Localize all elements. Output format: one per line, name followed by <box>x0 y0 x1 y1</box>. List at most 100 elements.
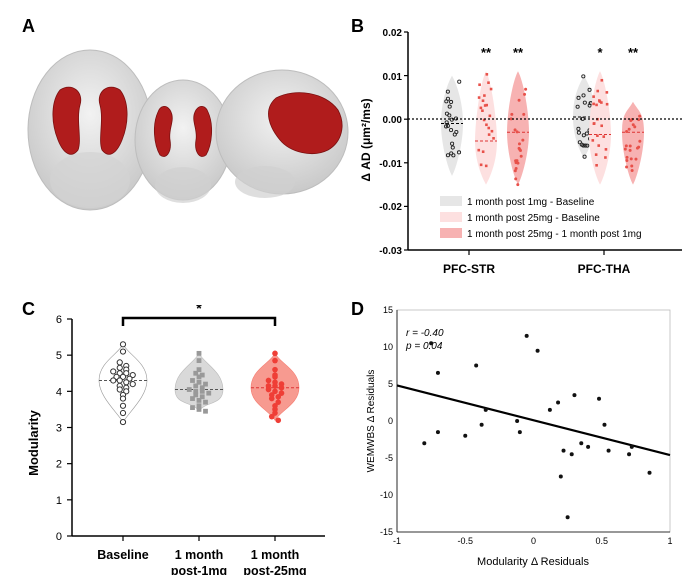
b-point <box>631 123 635 127</box>
b-point <box>635 146 639 150</box>
d-point <box>629 444 634 449</box>
c-point <box>275 417 282 424</box>
b-ytick-1: 0.01 <box>383 72 403 83</box>
d-point <box>422 441 427 446</box>
d-xtick-label: -0.5 <box>457 536 473 546</box>
b-ytick-2: 0.00 <box>383 115 403 126</box>
b-point <box>576 126 581 131</box>
b-legend: 1 month post 1mg - Baseline 1 month post… <box>440 196 642 240</box>
b-point <box>485 73 489 76</box>
b-point <box>638 139 642 143</box>
b-point <box>581 93 586 98</box>
b-point <box>456 150 462 155</box>
c-ytick-label: 0 <box>56 531 62 543</box>
d-ytick-label: 15 <box>383 305 393 315</box>
b-point <box>484 164 488 168</box>
c-point <box>268 395 275 402</box>
b-point <box>630 164 634 168</box>
d-point <box>627 452 632 457</box>
b-point <box>605 102 609 106</box>
b-point <box>638 114 642 118</box>
b-point <box>582 154 587 159</box>
c-point <box>190 378 195 383</box>
c-point <box>193 383 199 389</box>
panel-letter-c: C <box>22 299 35 319</box>
b-point <box>628 148 632 152</box>
c-point <box>186 387 192 392</box>
d-ytick-label: -15 <box>380 527 393 537</box>
d-point <box>479 422 484 427</box>
b-point <box>605 91 609 94</box>
b-point <box>592 95 595 98</box>
d-point <box>579 441 584 446</box>
c-point <box>119 341 127 348</box>
c-ytick-label: 6 <box>56 314 62 326</box>
b-point <box>487 81 490 84</box>
b-point <box>581 143 586 148</box>
b-point <box>444 99 449 104</box>
d-point <box>561 448 566 453</box>
d-point <box>597 396 602 401</box>
c-point <box>196 379 202 385</box>
b-point <box>447 113 452 118</box>
c-point <box>110 377 117 384</box>
b-point <box>444 120 449 125</box>
b-point <box>445 123 450 128</box>
b-point <box>509 117 513 121</box>
b-point <box>600 101 603 104</box>
b-point <box>488 114 492 118</box>
b-point <box>516 161 520 165</box>
b-point <box>628 144 632 148</box>
b-point <box>595 163 598 167</box>
b-violin <box>475 71 497 185</box>
d-point <box>547 407 552 412</box>
c-point <box>199 372 205 378</box>
b-sig-str-25mg: ** <box>481 45 492 60</box>
b-point <box>457 79 462 84</box>
d-xtick-label: 1 <box>667 536 672 546</box>
c-point <box>203 381 208 387</box>
b-point <box>485 123 488 127</box>
chart-b: 0.02 0.01 0.00 -0.01 -0.02 -0.03 Δ AD (μ… <box>359 28 682 276</box>
c-point <box>275 399 282 405</box>
d-point <box>483 407 488 412</box>
b-point <box>513 128 517 132</box>
b-point <box>576 130 581 135</box>
d-point <box>569 452 574 457</box>
d-point <box>606 448 611 453</box>
b-point <box>634 157 638 161</box>
c-point <box>272 410 278 416</box>
b-legend-swatch-1 <box>440 196 462 206</box>
b-sig-str-diff: ** <box>513 45 524 60</box>
d-point <box>572 393 577 398</box>
b-point <box>449 151 454 156</box>
b-point <box>625 165 629 169</box>
d-ytick-label: 5 <box>388 379 393 389</box>
d-ylabel: WEMWBS Δ Residuals <box>366 370 377 473</box>
b-point <box>630 168 634 172</box>
d-point <box>565 515 570 520</box>
b-point <box>594 153 598 156</box>
b-point <box>447 104 452 109</box>
d-point <box>435 430 440 435</box>
b-point <box>581 133 586 138</box>
brain-front-view <box>134 79 232 203</box>
c-ytick-label: 2 <box>56 459 62 471</box>
b-point <box>485 103 488 107</box>
b-point <box>449 117 454 122</box>
c-ytick-label: 4 <box>56 386 62 398</box>
c-point <box>278 384 285 391</box>
c-point <box>203 399 208 405</box>
b-xtick-pfc-tha: PFC-THA <box>578 262 631 276</box>
chart-c: Modularity 0 1 2 3 4 5 6 * Baseline 1 month po… <box>26 305 325 575</box>
c-point <box>275 393 282 400</box>
d-xtick-label: -1 <box>393 536 401 546</box>
d-point <box>558 474 563 479</box>
b-point <box>598 100 602 103</box>
b-point <box>596 89 600 93</box>
b-point <box>445 153 451 158</box>
brain-renders <box>27 49 349 211</box>
b-point <box>577 140 582 145</box>
brain-top-view <box>27 49 153 211</box>
c-point <box>119 395 127 402</box>
